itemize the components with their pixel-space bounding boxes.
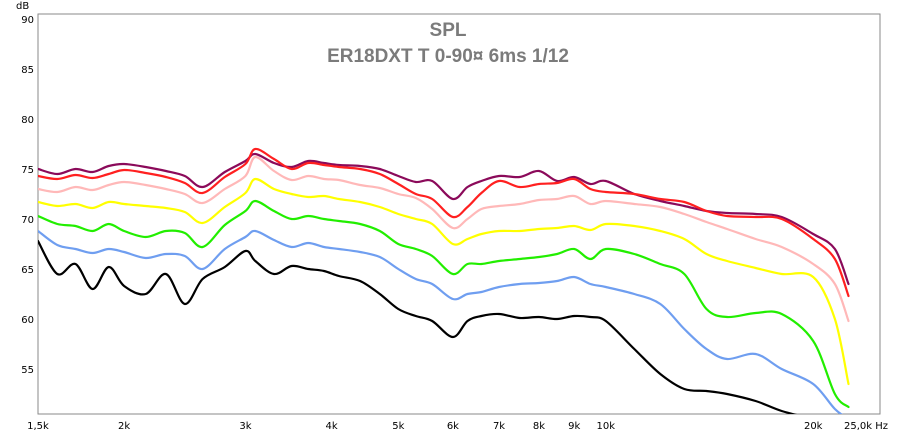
y-tick-label: 90 bbox=[21, 15, 34, 26]
y-tick-labels: 55 60 65 70 75 80 85 90 bbox=[21, 15, 34, 376]
y-tick-label: 55 bbox=[21, 365, 34, 376]
series-line-4 bbox=[38, 177, 850, 386]
x-tick-label: 8k bbox=[533, 421, 545, 432]
chart-subtitle: ER18DXT T 0-90¤ 6ms 1/12 bbox=[327, 46, 569, 67]
x-tick-labels: 1,5k 2k 3k 4k 5k 6k 7k 8k 9k 10k 20k 25,0k Hz bbox=[27, 421, 888, 432]
y-tick-label: 85 bbox=[21, 65, 34, 76]
y-tick-label: 80 bbox=[21, 115, 34, 126]
chart-title: SPL bbox=[430, 20, 467, 41]
series-line-2 bbox=[38, 147, 850, 298]
x-tick-label: 4k bbox=[325, 421, 337, 432]
x-tick-label: 20k bbox=[804, 421, 823, 432]
y-axis-unit-label: dB bbox=[16, 1, 29, 12]
y-tick-label: 60 bbox=[21, 315, 34, 326]
series-line-7 bbox=[38, 239, 798, 414]
y-tick-label: 65 bbox=[21, 265, 34, 276]
series-line-1 bbox=[38, 152, 850, 286]
x-tick-label: 1,5k bbox=[27, 421, 49, 432]
x-tick-label: 10k bbox=[597, 421, 616, 432]
y-tick-label: 70 bbox=[21, 215, 34, 226]
x-tick-label: 5k bbox=[392, 421, 404, 432]
series-line-5 bbox=[38, 199, 850, 409]
y-tick-label: 75 bbox=[21, 165, 34, 176]
series-line-6 bbox=[38, 229, 843, 414]
x-tick-label: 25,0k Hz bbox=[844, 421, 888, 432]
x-tick-label: 7k bbox=[493, 421, 505, 432]
x-tick-label: 2k bbox=[118, 421, 130, 432]
series-layer bbox=[38, 147, 850, 414]
x-tick-label: 9k bbox=[568, 421, 580, 432]
x-tick-label: 6k bbox=[447, 421, 459, 432]
x-tick-label: 3k bbox=[239, 421, 251, 432]
series-line-3 bbox=[38, 155, 850, 323]
series-group bbox=[38, 147, 850, 414]
